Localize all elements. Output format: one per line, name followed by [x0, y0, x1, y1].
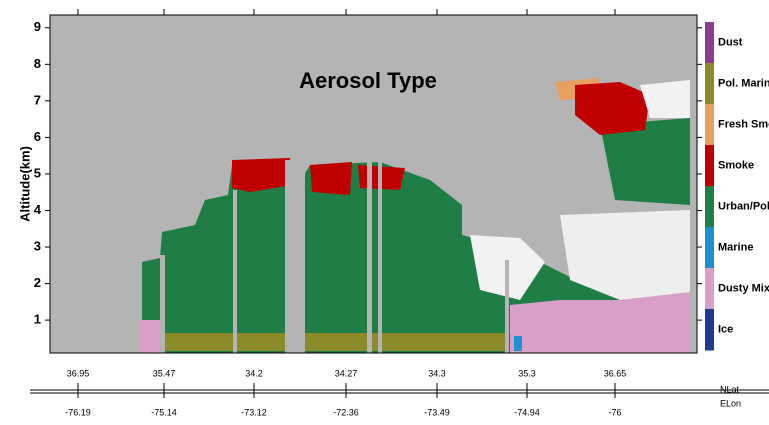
lon-label: -73.49 [424, 407, 450, 417]
chart-title: Aerosol Type [299, 68, 437, 93]
legend-swatch [705, 145, 714, 187]
legend-label: Ice [718, 323, 733, 335]
legend-label: Pol. Marin [718, 77, 769, 89]
lat-label: 34.3 [428, 368, 446, 378]
smoke-region [575, 82, 650, 135]
pol-marine-region [165, 333, 505, 351]
y-tick-label: 9 [34, 19, 41, 34]
lon-label: -75.14 [151, 407, 177, 417]
legend-swatch [705, 309, 714, 351]
legend-swatch [705, 22, 714, 64]
y-tick-label: 7 [34, 92, 41, 107]
lon-label: -76 [608, 407, 621, 417]
legend-label: Dust [718, 36, 743, 48]
smoke-region [310, 162, 352, 195]
y-tick-label: 2 [34, 275, 41, 290]
y-tick-label: 3 [34, 238, 41, 253]
dusty-region [510, 292, 690, 353]
y-tick-label: 5 [34, 165, 41, 180]
y-tick-label: 6 [34, 129, 41, 144]
y-axis-label: Altitude(km) [17, 146, 32, 222]
legend-label: Urban/Pol [718, 200, 769, 212]
lat-label: 36.65 [604, 368, 627, 378]
marine-region [514, 336, 522, 351]
gap [160, 255, 165, 353]
gap [233, 190, 237, 353]
legend-swatch [705, 104, 714, 146]
legend-label: Smoke [718, 159, 754, 171]
lon-label: -76.19 [65, 407, 91, 417]
lon-label: -73.12 [241, 407, 267, 417]
lat-label: 34.27 [335, 368, 358, 378]
gap [378, 160, 382, 353]
clear-region [640, 80, 690, 118]
curtain [50, 15, 697, 353]
legend-swatch [705, 268, 714, 310]
legend-label: Dusty Mix [718, 282, 769, 294]
smoke-region [232, 158, 292, 192]
legend-swatch [705, 186, 714, 228]
clear-region [560, 210, 690, 300]
y-tick-label: 1 [34, 312, 41, 327]
gap [285, 160, 305, 353]
legend-swatch [705, 227, 714, 269]
plot-frame [49, 14, 698, 354]
lon-label: -72.36 [333, 407, 359, 417]
lat-label: 35.3 [518, 368, 536, 378]
row-label: NLat [720, 384, 740, 394]
row-label: ELon [720, 398, 741, 408]
y-tick-label: 4 [34, 202, 42, 217]
lat-label: 35.47 [153, 368, 176, 378]
lat-label: 36.95 [67, 368, 90, 378]
lat-label: 34.2 [245, 368, 263, 378]
legend-label: Fresh Smo [718, 118, 769, 130]
y-tick-label: 8 [34, 56, 41, 71]
urban-region [600, 118, 690, 205]
legend-label: Marine [718, 241, 753, 253]
gaps [160, 160, 509, 353]
legend-swatch [705, 63, 714, 105]
lon-label: -74.94 [514, 407, 540, 417]
gap [505, 260, 509, 353]
gap [367, 160, 372, 353]
